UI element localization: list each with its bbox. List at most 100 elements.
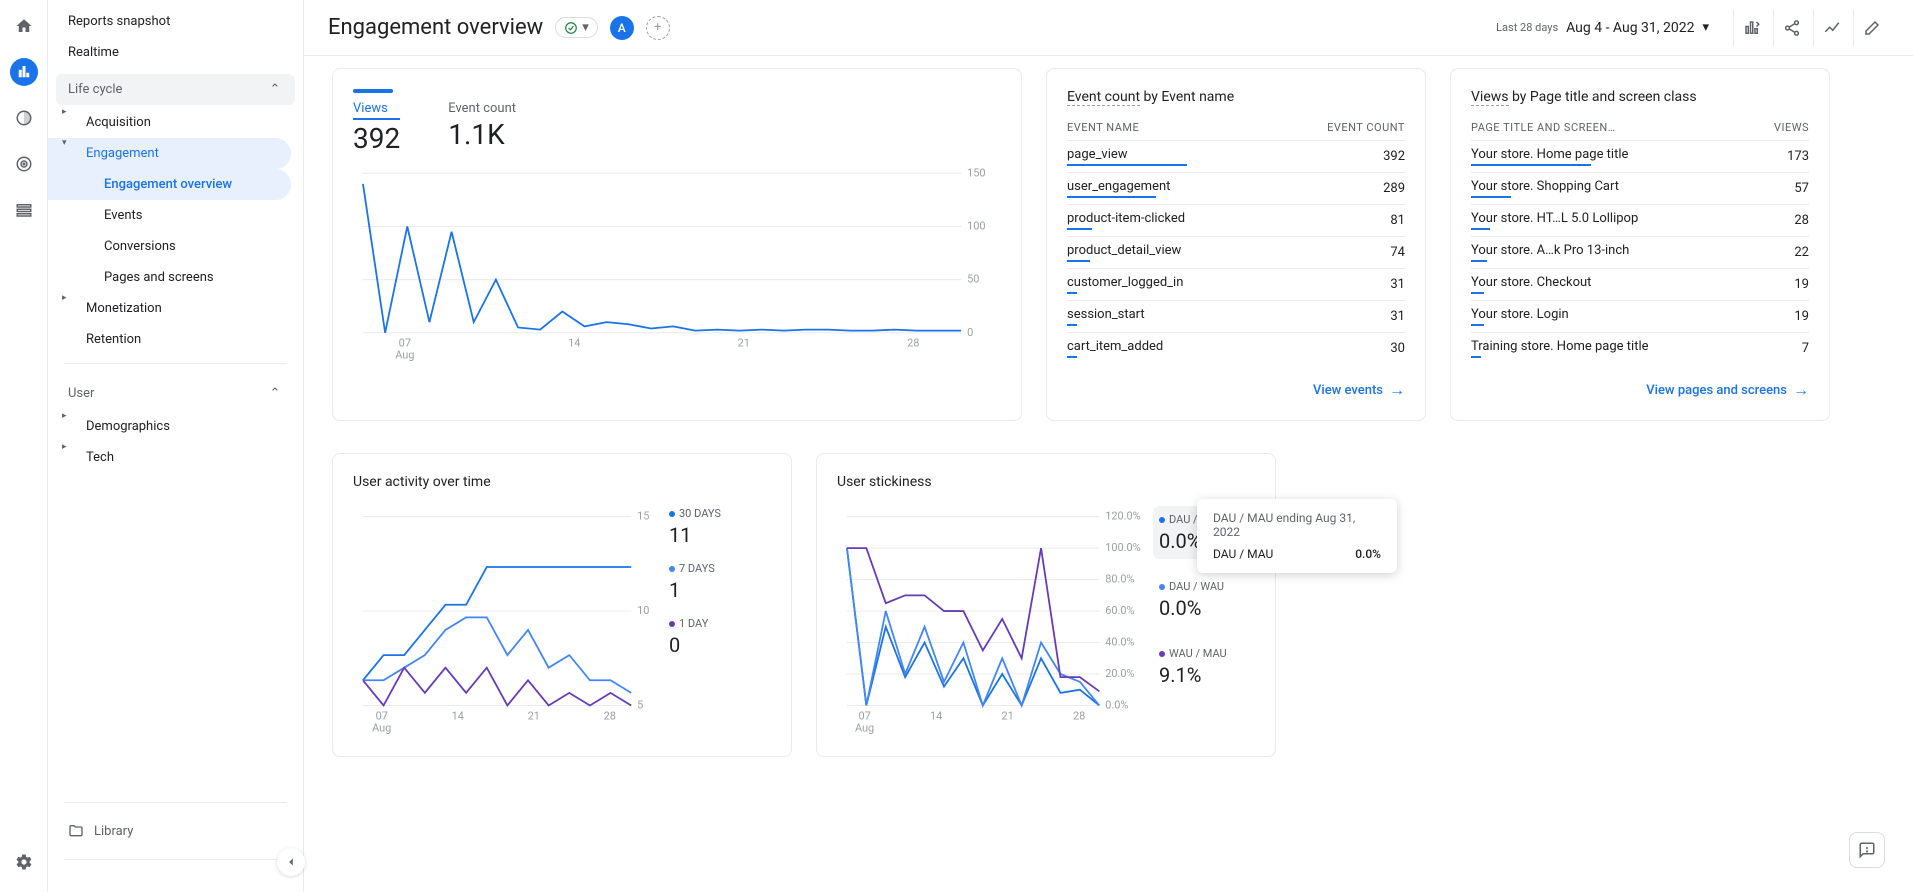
tooltip-value: 0.0%: [1355, 547, 1381, 561]
nav-tech[interactable]: Tech: [48, 442, 303, 473]
svg-text:0: 0: [967, 326, 973, 339]
triangle-icon: ▸: [62, 411, 67, 421]
insights-button[interactable]: [1813, 10, 1849, 46]
svg-text:14: 14: [452, 709, 464, 722]
chevron-up-icon: ⌃: [267, 386, 283, 401]
user-activity-title: User activity over time: [353, 474, 771, 490]
triangle-icon: ▸: [62, 442, 67, 452]
page-table-col1: PAGE TITLE AND SCREEN…: [1471, 121, 1616, 134]
legend-item[interactable]: WAU / MAU9.1%: [1153, 640, 1255, 693]
svg-text:40.0%: 40.0%: [1105, 636, 1134, 649]
table-row[interactable]: product-item-clicked81: [1067, 204, 1405, 236]
metric-views-value: 392: [353, 122, 400, 155]
nav-section-lifecycle[interactable]: Life cycle ⌃: [56, 74, 295, 105]
views-card: Views 392 Event count 1.1K 0501001500714…: [332, 68, 1022, 421]
collapse-sidebar-button[interactable]: [277, 848, 305, 876]
nav-pages-screens[interactable]: Pages and screens: [48, 262, 303, 293]
configure-icon[interactable]: [10, 196, 38, 224]
svg-text:Aug: Aug: [395, 349, 414, 362]
edit-button[interactable]: [1853, 10, 1889, 46]
date-range-period: Last 28 days: [1496, 21, 1558, 34]
nav-retention[interactable]: Retention: [48, 324, 303, 355]
table-row[interactable]: Your store. Home page title173: [1471, 140, 1809, 172]
customize-report-button[interactable]: [1733, 10, 1769, 46]
triangle-icon: ▸: [62, 293, 67, 303]
table-row[interactable]: Your store. Login19: [1471, 300, 1809, 332]
nav-acquisition[interactable]: Acquisition: [48, 107, 303, 138]
svg-text:10: 10: [637, 604, 649, 617]
table-row[interactable]: user_engagement289: [1067, 172, 1405, 204]
tooltip-title: DAU / MAU ending Aug 31, 2022: [1213, 511, 1381, 539]
svg-text:100.0%: 100.0%: [1105, 541, 1140, 554]
svg-text:50: 50: [967, 273, 979, 286]
nav-events[interactable]: Events: [48, 200, 303, 231]
event-count-title: Event count by Event name: [1067, 89, 1405, 105]
table-row[interactable]: Your store. Shopping Cart57: [1471, 172, 1809, 204]
legend-item[interactable]: 1 DAY0: [669, 616, 771, 657]
nav-monetization[interactable]: Monetization: [48, 293, 303, 324]
svg-text:28: 28: [604, 709, 616, 722]
view-pages-link[interactable]: View pages and screens →: [1471, 380, 1809, 400]
user-stickiness-card: User stickiness 0.0%20.0%40.0%60.0%80.0%…: [816, 453, 1276, 757]
legend-item[interactable]: 30 DAYS11: [669, 506, 771, 547]
tooltip-label: DAU / MAU: [1213, 547, 1273, 561]
table-row[interactable]: page_view392: [1067, 140, 1405, 172]
nav-conversions[interactable]: Conversions: [48, 231, 303, 262]
advertising-icon[interactable]: [10, 150, 38, 178]
date-range-picker[interactable]: Last 28 days Aug 4 - Aug 31, 2022 ▾: [1496, 20, 1709, 36]
chevron-left-icon: [284, 855, 298, 869]
event-table-col1: EVENT NAME: [1067, 121, 1139, 134]
svg-text:15: 15: [637, 510, 649, 523]
nav-demographics[interactable]: Demographics: [48, 411, 303, 442]
nav-reports-snapshot[interactable]: Reports snapshot: [48, 6, 303, 37]
view-events-link[interactable]: View events →: [1067, 380, 1405, 400]
add-comparison-button[interactable]: +: [646, 16, 670, 40]
activity-chart: 5101507142128Aug: [353, 506, 661, 736]
table-row[interactable]: product_detail_view74: [1067, 236, 1405, 268]
metric-eventcount-label: Event count: [448, 101, 516, 116]
nav-library[interactable]: Library: [48, 811, 303, 851]
svg-text:60.0%: 60.0%: [1105, 604, 1134, 617]
metric-eventcount-value: 1.1K: [448, 118, 516, 151]
svg-text:28: 28: [907, 337, 919, 350]
nav-engagement[interactable]: Engagement: [48, 138, 291, 169]
metric-views[interactable]: Views 392: [353, 101, 400, 155]
svg-text:120.0%: 120.0%: [1105, 510, 1140, 523]
views-chart: 05010015007142128Aug: [353, 163, 1001, 363]
table-row[interactable]: Training store. Home page title7: [1471, 332, 1809, 364]
event-count-card: Event count by Event name EVENT NAME EVE…: [1046, 68, 1426, 421]
nav-section-user[interactable]: User ⌃: [56, 378, 295, 409]
svg-text:80.0%: 80.0%: [1105, 573, 1134, 586]
chevron-down-icon: ▾: [1702, 20, 1709, 35]
user-stickiness-title: User stickiness: [837, 474, 1255, 490]
svg-text:21: 21: [528, 709, 540, 722]
table-row[interactable]: customer_logged_in31: [1067, 268, 1405, 300]
explore-icon[interactable]: [10, 104, 38, 132]
svg-text:150: 150: [967, 166, 985, 179]
views-by-page-title: Views by Page title and screen class: [1471, 89, 1809, 105]
settings-icon[interactable]: [10, 848, 38, 876]
nav-engagement-overview[interactable]: Engagement overview: [48, 169, 291, 200]
segment-chip[interactable]: A: [610, 16, 634, 40]
table-row[interactable]: Your store. A…k Pro 13-inch22: [1471, 236, 1809, 268]
nav-realtime[interactable]: Realtime: [48, 37, 303, 68]
svg-text:21: 21: [1001, 709, 1013, 722]
reports-icon[interactable]: [10, 58, 38, 86]
metric-views-label: Views: [353, 101, 400, 120]
feedback-button[interactable]: [1849, 832, 1885, 868]
table-row[interactable]: Your store. Checkout19: [1471, 268, 1809, 300]
table-row[interactable]: cart_item_added30: [1067, 332, 1405, 364]
share-button[interactable]: [1773, 10, 1809, 46]
svg-text:Aug: Aug: [372, 721, 391, 734]
table-row[interactable]: session_start31: [1067, 300, 1405, 332]
triangle-down-icon: ▾: [62, 138, 67, 148]
svg-text:0.0%: 0.0%: [1105, 698, 1128, 711]
status-badge[interactable]: ▾: [555, 17, 598, 38]
table-row[interactable]: Your store. HT…L 5.0 Lollipop28: [1471, 204, 1809, 236]
metric-event-count[interactable]: Event count 1.1K: [448, 101, 516, 155]
home-icon[interactable]: [10, 12, 38, 40]
page-title: Engagement overview: [328, 15, 543, 40]
legend-item[interactable]: DAU / WAU0.0%: [1153, 573, 1255, 626]
nav-library-label: Library: [94, 824, 133, 839]
legend-item[interactable]: 7 DAYS1: [669, 561, 771, 602]
